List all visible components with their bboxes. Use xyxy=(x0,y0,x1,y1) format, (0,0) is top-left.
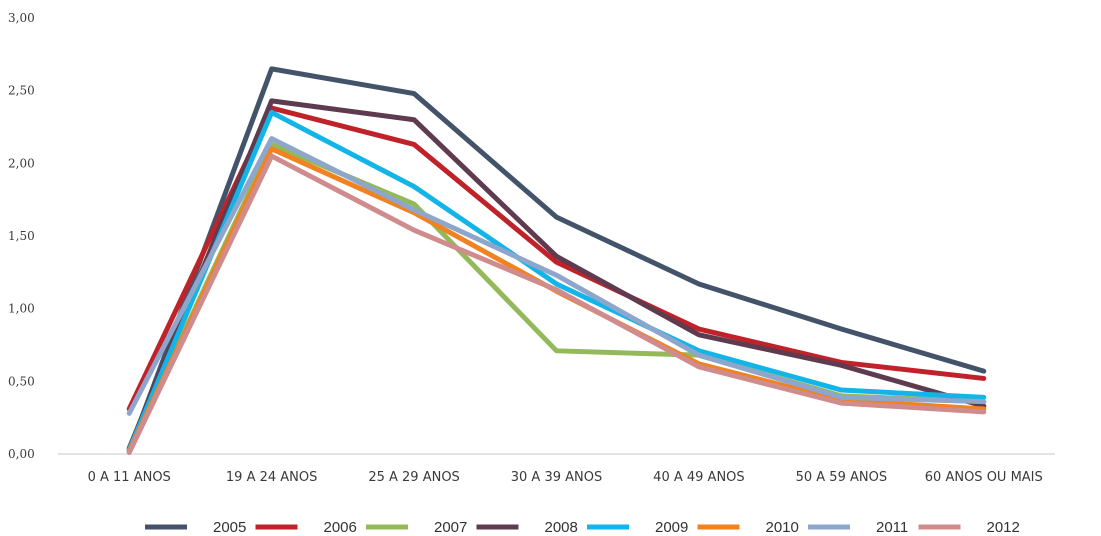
legend-label-2010: 2010 xyxy=(766,519,799,536)
x-tick-label: 60 ANOS OU MAIS xyxy=(925,470,1043,485)
y-tick-label: 3,00 xyxy=(8,11,35,25)
series-lines xyxy=(129,69,984,453)
x-tick-label: 50 A 59 ANOS xyxy=(796,470,887,485)
y-tick-label: 2,00 xyxy=(8,156,35,170)
x-tick-label: 40 A 49 ANOS xyxy=(653,470,744,485)
legend-label-2008: 2008 xyxy=(545,519,578,536)
legend-label-2005: 2005 xyxy=(213,519,246,536)
x-tick-label: 19 A 24 ANOS xyxy=(226,470,317,485)
legend-label-2012: 2012 xyxy=(987,519,1020,536)
x-tick-label: 30 A 39 ANOS xyxy=(511,470,602,485)
legend-label-2009: 2009 xyxy=(655,519,688,536)
legend-label-2011: 2011 xyxy=(876,519,908,536)
y-tick-label: 0,00 xyxy=(8,447,35,461)
y-tick-label: 2,50 xyxy=(8,84,35,98)
x-tick-label: 25 A 29 ANOS xyxy=(368,470,459,485)
y-tick-label: 1,00 xyxy=(8,302,35,316)
x-tick-label: 0 A 11 ANOS xyxy=(88,470,171,485)
legend-label-2006: 2006 xyxy=(324,519,357,536)
y-tick-label: 1,50 xyxy=(8,229,35,243)
legend-label-2007: 2007 xyxy=(434,519,467,536)
legend: 2005 2006 2007 2008 2009 2010 2011 2012 xyxy=(145,519,1020,536)
series-line-2012 xyxy=(129,156,984,452)
y-tick-label: 0,50 xyxy=(8,374,35,388)
x-axis-ticks: 0 A 11 ANOS 19 A 24 ANOS 25 A 29 ANOS 30 A … xyxy=(88,470,1043,485)
y-axis-ticks: 0,00 0,50 1,00 1,50 2,00 2,50 3,00 xyxy=(8,11,35,461)
